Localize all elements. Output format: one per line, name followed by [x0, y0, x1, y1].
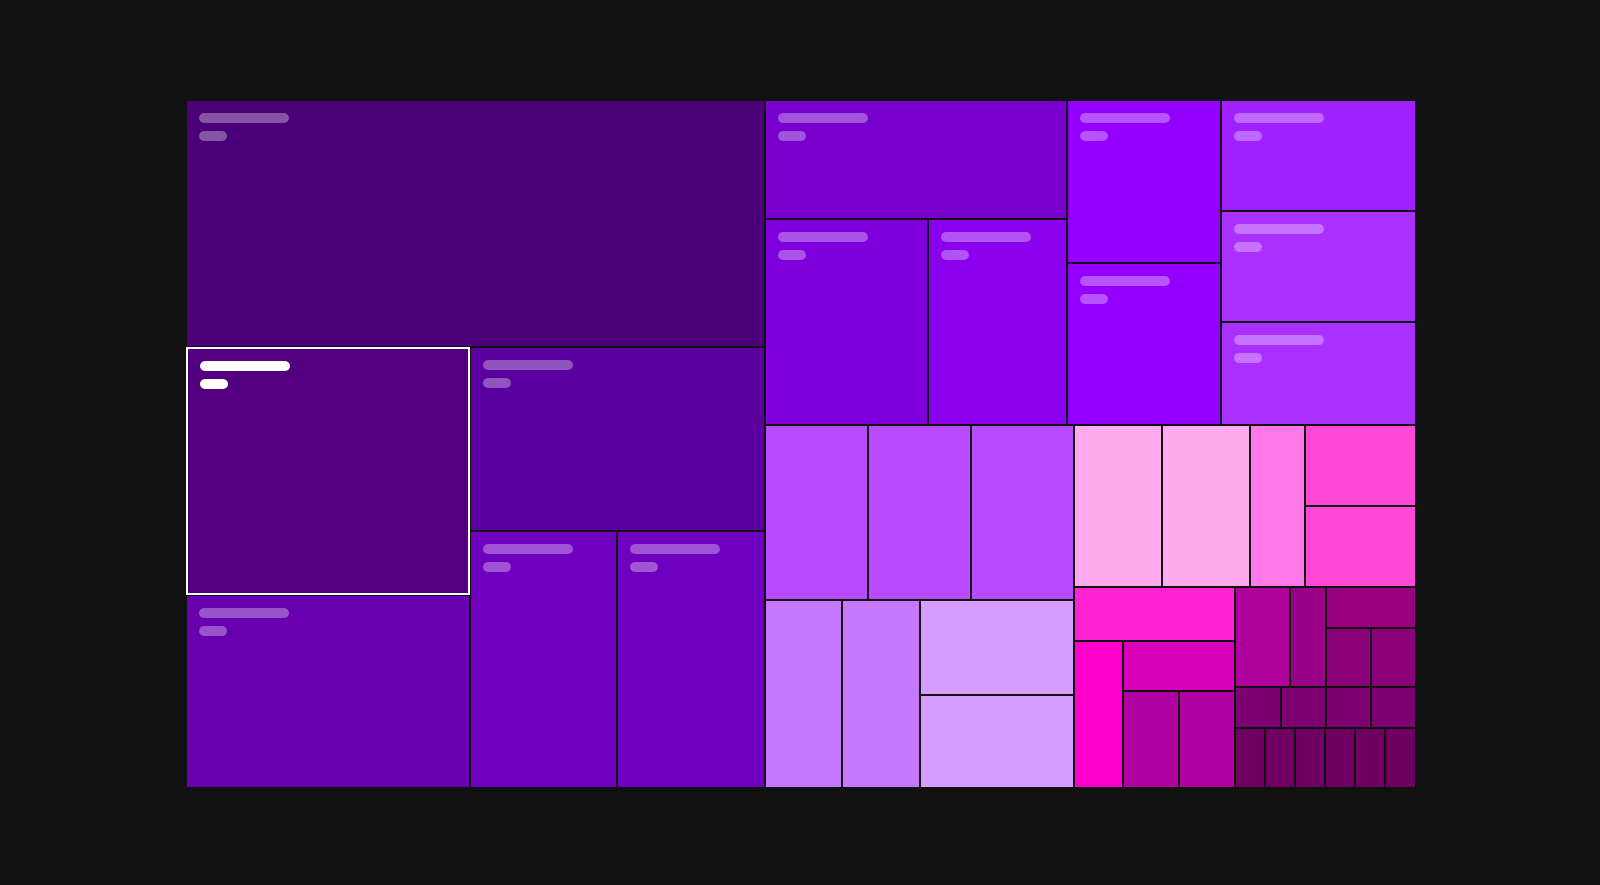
treemap-cell[interactable] [1305, 425, 1416, 506]
treemap-cell[interactable] [1305, 506, 1416, 587]
treemap-cell[interactable] [1250, 425, 1305, 587]
treemap-cell[interactable] [1221, 322, 1416, 425]
treemap-cell[interactable] [1235, 728, 1265, 788]
cell-title-placeholder [778, 113, 868, 123]
cell-value-placeholder [483, 562, 511, 572]
cell-value-placeholder [778, 131, 806, 141]
cell-value-placeholder [199, 131, 227, 141]
cell-value-placeholder [630, 562, 658, 572]
treemap-cell[interactable] [186, 595, 470, 788]
treemap-cell[interactable] [1265, 728, 1295, 788]
cell-title-placeholder [941, 232, 1031, 242]
treemap-cell[interactable] [1074, 641, 1123, 788]
treemap-cell[interactable] [1162, 425, 1250, 587]
treemap-cell[interactable] [1290, 587, 1326, 687]
treemap-cell[interactable] [186, 100, 765, 347]
cell-title-placeholder [200, 361, 290, 371]
treemap-cell[interactable] [920, 695, 1074, 788]
cell-title-placeholder [1234, 335, 1324, 345]
treemap-cell[interactable] [1074, 587, 1235, 641]
treemap-cell[interactable] [1326, 687, 1371, 728]
cell-value-placeholder [200, 379, 228, 389]
cell-value-placeholder [1234, 131, 1262, 141]
cell-title-placeholder [483, 360, 573, 370]
treemap-cell[interactable] [928, 219, 1067, 425]
treemap-cell[interactable] [1355, 728, 1385, 788]
treemap-cell[interactable] [971, 425, 1074, 600]
treemap-cell[interactable] [1281, 687, 1326, 728]
cell-title-placeholder [199, 113, 289, 123]
cell-value-placeholder [778, 250, 806, 260]
cell-title-placeholder [630, 544, 720, 554]
treemap-cell[interactable] [470, 347, 765, 531]
treemap-cell[interactable] [1221, 211, 1416, 322]
treemap-cell[interactable] [1074, 425, 1162, 587]
treemap-cell[interactable] [1295, 728, 1325, 788]
treemap [186, 100, 1416, 788]
cell-title-placeholder [199, 608, 289, 618]
treemap-cell[interactable] [617, 531, 765, 788]
treemap-cell[interactable] [920, 600, 1074, 695]
cell-value-placeholder [199, 626, 227, 636]
treemap-cell[interactable] [868, 425, 971, 600]
treemap-cell[interactable] [842, 600, 920, 788]
treemap-cell[interactable] [470, 531, 617, 788]
treemap-cell[interactable] [1371, 687, 1416, 728]
cell-title-placeholder [483, 544, 573, 554]
treemap-cell[interactable] [1325, 728, 1355, 788]
treemap-cell[interactable] [1371, 628, 1416, 687]
treemap-cell[interactable] [765, 600, 842, 788]
cell-value-placeholder [1234, 242, 1262, 252]
treemap-cell[interactable] [1235, 587, 1290, 687]
treemap-cell[interactable] [1221, 100, 1416, 211]
treemap-cell[interactable] [1326, 628, 1371, 687]
cell-value-placeholder [1080, 294, 1108, 304]
cell-value-placeholder [941, 250, 969, 260]
cell-value-placeholder [1080, 131, 1108, 141]
treemap-cell[interactable] [1326, 587, 1416, 628]
treemap-cell-selected[interactable] [186, 347, 470, 595]
treemap-cell[interactable] [1123, 641, 1235, 691]
treemap-cell[interactable] [1385, 728, 1416, 788]
treemap-cell[interactable] [1123, 691, 1179, 788]
treemap-cell[interactable] [765, 219, 928, 425]
cell-title-placeholder [778, 232, 868, 242]
treemap-cell[interactable] [1179, 691, 1235, 788]
cell-value-placeholder [483, 378, 511, 388]
cell-title-placeholder [1080, 113, 1170, 123]
cell-title-placeholder [1234, 224, 1324, 234]
cell-value-placeholder [1234, 353, 1262, 363]
cell-title-placeholder [1234, 113, 1324, 123]
treemap-cell[interactable] [1235, 687, 1281, 728]
treemap-cell[interactable] [765, 100, 1067, 219]
cell-title-placeholder [1080, 276, 1170, 286]
treemap-cell[interactable] [1067, 263, 1221, 425]
treemap-cell[interactable] [1067, 100, 1221, 263]
treemap-cell[interactable] [765, 425, 868, 600]
